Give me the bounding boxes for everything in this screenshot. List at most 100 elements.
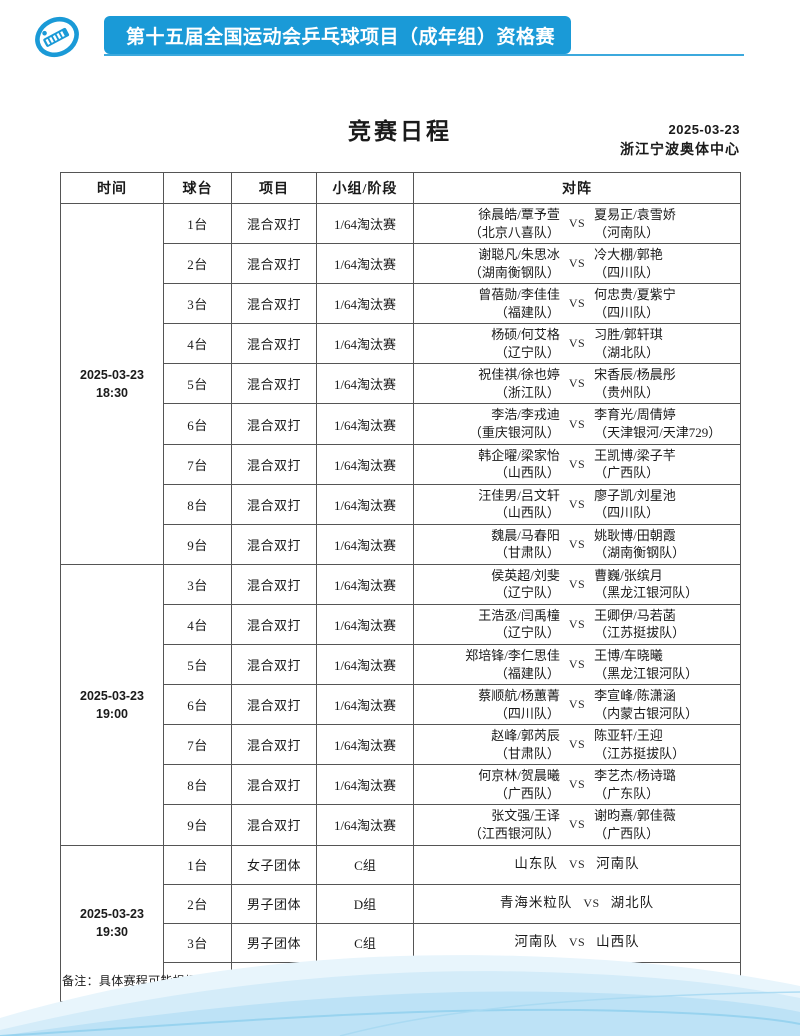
left-team: （福建队）: [494, 665, 560, 681]
event-cell: 混合双打: [231, 443, 317, 485]
table-number-cell: 9台: [163, 804, 232, 846]
matchup-right: 李宣峰/陈潇涵 （内蒙古银河队）: [585, 687, 730, 722]
matchup-left: 徐晨皓/覃予萱 （北京八喜队）: [424, 206, 569, 241]
right-players: 王凯博/梁子芊: [594, 447, 676, 463]
left-team: （北京八喜队）: [468, 224, 560, 240]
matchup: 青海米粒队 VS 湖北队: [414, 885, 740, 923]
vs-separator: VS: [568, 256, 586, 271]
right-team: （四川队）: [594, 505, 660, 521]
right-team: （广东队）: [594, 785, 660, 801]
right-team: （内蒙古银河队）: [594, 705, 699, 721]
stage-cell: 1/64淘汰赛: [316, 283, 414, 325]
right-players: 夏易正/袁雪娇: [594, 207, 676, 222]
matchup-right: 王凯博/梁子芊 （广西队）: [585, 447, 730, 482]
event-cell: 混合双打: [231, 363, 317, 405]
match-row: 5台 混合双打 1/64淘汰赛 祝佳祺/徐也婷 （浙江队） VS 宋香辰/杨晨彤 （贵州队）: [61, 363, 741, 405]
left-team: （山西队）: [494, 465, 560, 481]
match-row: 9台 混合双打 1/64淘汰赛 魏晨/马春阳 （甘肃队） VS 姚耿博/田朝霞 （湖南衡钢队）: [61, 523, 741, 565]
right-players: 曹巍/张缤月: [594, 567, 663, 583]
matchup: 杨硕/何艾格 （辽宁队） VS 习胜/郭轩琪 （湖北队）: [414, 324, 740, 363]
left-players: 河南队: [514, 934, 558, 950]
right-players: 陈亚轩/王迎: [594, 728, 663, 744]
left-players: 祝佳祺/徐也婷: [478, 367, 560, 383]
event-cell: 混合双打: [231, 603, 317, 646]
match-row: 4台 混合双打 1/64淘汰赛 王浩丞/闫禹橦 （辽宁队） VS 王卿伊/马若菡 （江苏挺拔队…: [61, 603, 741, 646]
vs-separator: VS: [568, 777, 586, 792]
matchup-left: 何京林/贺晨曦 （广西队）: [424, 767, 569, 802]
right-team: （广西队）: [594, 465, 660, 481]
match-row: 6台 混合双打 1/64淘汰赛 李浩/李戎迪 （重庆银河队） VS 李育光/周倩婷 （天津银河…: [61, 403, 741, 445]
stage-cell: 1/64淘汰赛: [316, 323, 414, 365]
right-players: 习胜/郭轩琪: [594, 327, 663, 343]
table-number-cell: 2台: [163, 243, 232, 285]
left-team: （湖南衡钢队）: [468, 264, 560, 280]
event-cell: 混合双打: [231, 243, 317, 285]
stage-cell: 1/64淘汰赛: [316, 563, 414, 605]
matchup-right: 王博/车晓曦 （黑龙江银河队）: [585, 647, 730, 682]
table-number-cell: 3台: [163, 283, 232, 325]
match-row: 2025-03-23 19:00 3台 混合双打 1/64淘汰赛 侯英超/刘斐 （辽宁队） V…: [60, 563, 741, 846]
right-players: 何忠贵/夏紫宁: [594, 287, 676, 303]
left-players: 王浩丞/闫禹橦: [478, 607, 560, 623]
vs-separator: VS: [568, 857, 586, 871]
right-players: 姚耿博/田朝霞: [594, 527, 676, 543]
match-row: 9台 混合双打 1/64淘汰赛 张文强/王译 （江西银河队） VS 谢昀熹/郭佳薇 （广西队）: [61, 804, 741, 846]
right-players: 李育光/周倩婷: [594, 407, 676, 423]
matchup-right: 湖北队: [600, 894, 655, 912]
matchup-cell: 汪佳男/吕文轩 （山西队） VS 廖子凯/刘星池 （四川队）: [413, 483, 741, 525]
vs-separator: VS: [568, 576, 586, 591]
event-title-banner: 第十五届全国运动会乒乓球项目（成年组）资格赛: [104, 16, 572, 54]
left-team: （辽宁队）: [494, 344, 560, 360]
right-team: （四川队）: [594, 264, 660, 280]
matchup-right: 谢昀熹/郭佳薇 （广西队）: [585, 807, 730, 842]
left-players: 何京林/贺晨曦: [478, 768, 560, 784]
event-title-text: 第十五届全国运动会乒乓球项目（成年组）资格赛: [126, 26, 556, 48]
stage-cell: C组: [316, 844, 414, 885]
event-cell: 混合双打: [231, 202, 317, 245]
column-header-match: 对阵: [413, 172, 741, 204]
matchup-cell: 李浩/李戎迪 （重庆银河队） VS 李育光/周倩婷 （天津银河/天津729）: [413, 403, 741, 445]
left-players: 山东队: [514, 856, 558, 872]
table-number-cell: 4台: [163, 603, 232, 646]
table-number-cell: 7台: [163, 443, 232, 485]
matchup-cell: 何京林/贺晨曦 （广西队） VS 李艺杰/杨诗璐 （广东队）: [413, 764, 741, 806]
table-number-cell: 1台: [163, 202, 232, 245]
stage-cell: 1/64淘汰赛: [316, 443, 414, 485]
stage-cell: 1/64淘汰赛: [316, 804, 414, 846]
matchup-right: 李育光/周倩婷 （天津银河/天津729）: [585, 406, 730, 441]
match-row: 7台 混合双打 1/64淘汰赛 赵峰/郭芮辰 （甘肃队） VS 陈亚轩/王迎 （江苏挺拔队）: [61, 724, 741, 766]
table-number-cell: 9台: [163, 523, 232, 565]
matchup-left: 张文强/王译 （江西银河队）: [424, 807, 569, 842]
matchup-cell: 河南队 VS 山西队: [413, 922, 741, 963]
matchup-right: 曹巍/张缤月 （黑龙江银河队）: [585, 567, 730, 602]
right-players: 王卿伊/马若菡: [594, 607, 676, 623]
matchup-cell: 魏晨/马春阳 （甘肃队） VS 姚耿博/田朝霞 （湖南衡钢队）: [413, 523, 741, 565]
right-players: 福建队: [610, 973, 655, 989]
matchup: 韩企曜/梁家怡 （山西队） VS 王凯博/梁子芊 （广西队）: [414, 445, 740, 484]
vs-separator: VS: [568, 336, 586, 351]
column-header-table: 球台: [163, 172, 232, 204]
schedule-date: 2025-03-23: [668, 122, 740, 137]
left-players: 青海米粒队: [499, 895, 573, 911]
matchup-right: 姚耿博/田朝霞 （湖南衡钢队）: [585, 527, 730, 562]
left-team: （四川队）: [494, 705, 560, 721]
matchup-left: 青海米粒队: [500, 894, 584, 912]
stage-cell: 1/64淘汰赛: [316, 603, 414, 646]
table-number-cell: 6台: [163, 684, 232, 726]
stage-cell: 1/64淘汰赛: [316, 243, 414, 285]
left-team: （浙江队）: [494, 384, 560, 400]
left-players: 郑培锋/李仁思佳: [465, 648, 560, 664]
left-team: （广西队）: [494, 785, 560, 801]
vs-separator: VS: [568, 817, 586, 832]
match-row: 7台 混合双打 1/64淘汰赛 韩企曜/梁家怡 （山西队） VS 王凯博/梁子芊 （广西队）: [61, 443, 741, 485]
left-players: 汪佳男/吕文轩: [478, 487, 560, 503]
right-team: （黑龙江银河队）: [594, 585, 699, 601]
left-team: （福建队）: [494, 304, 560, 320]
matchup-cell: 祝佳祺/徐也婷 （浙江队） VS 宋香辰/杨晨彤 （贵州队）: [413, 363, 741, 405]
schedule-venue: 浙江宁波奥体中心: [620, 143, 740, 159]
stage-cell: D组: [316, 883, 414, 924]
table-header-row: 时间 球台 项目 小组/阶段 对阵: [60, 172, 741, 204]
schedule-table: 时间 球台 项目 小组/阶段 对阵 2025-03-23 18:30 1台 混合双打 1…: [60, 172, 741, 1002]
match-row: 2025-03-23 18:30 1台 混合双打 1/64淘汰赛 徐晨皓/覃予萱 （北京八喜…: [60, 202, 741, 565]
event-cell: 混合双打: [231, 523, 317, 565]
